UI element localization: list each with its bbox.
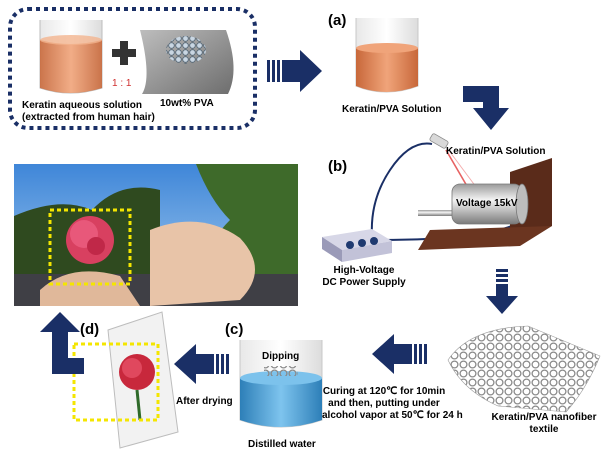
- keratin-label-line2: (extracted from human hair): [22, 112, 130, 124]
- textile-label: Keratin/PVA nanofiber textile: [486, 412, 602, 436]
- plus-icon: [112, 41, 136, 65]
- flow-arrow-2: [463, 86, 509, 130]
- voltage-label: Voltage 15kV: [456, 198, 518, 209]
- flow-arrow-1: [267, 50, 322, 92]
- water-label: Distilled water: [248, 439, 316, 450]
- power-supply-label: High-Voltage DC Power Supply: [316, 265, 412, 289]
- curing-label-line1: Curing at 120℃ for 10min: [322, 386, 446, 398]
- flow-arrow-5: [174, 344, 229, 384]
- nanofiber-textile-icon: [448, 326, 600, 412]
- flow-arrow-3: [486, 269, 518, 314]
- curing-label: Curing at 120℃ for 10min and then, putti…: [322, 386, 446, 422]
- panel-label-d: (d): [80, 321, 99, 338]
- pva-label: 10wt% PVA: [160, 98, 214, 109]
- power-supply-icon: [322, 229, 392, 262]
- wire: [372, 144, 432, 236]
- panel-label-a: (a): [328, 12, 346, 29]
- curing-label-line3: alcohol vapor at 50℃ for 24 h: [322, 410, 446, 422]
- drying-label: After drying: [176, 396, 233, 407]
- power-supply-line2: DC Power Supply: [316, 277, 412, 289]
- dipping-label: Dipping: [262, 351, 299, 362]
- rose-photo: [14, 164, 298, 306]
- textile-label-line1: Keratin/PVA nanofiber: [486, 412, 602, 424]
- panel-label-c: (c): [225, 321, 243, 338]
- mixture-label: Keratin/PVA Solution: [342, 104, 441, 115]
- pva-sheet-icon: [140, 30, 234, 94]
- syringe-label: Keratin/PVA Solution: [446, 146, 545, 157]
- keratin-label: Keratin aqueous solution (extracted from…: [22, 100, 130, 124]
- keratin-beaker-icon: [40, 20, 102, 93]
- mixture-beaker-icon: [356, 18, 418, 92]
- keratin-label-line1: Keratin aqueous solution: [22, 100, 130, 112]
- flow-arrow-4: [372, 334, 427, 374]
- ratio-label: 1 : 1: [112, 78, 131, 89]
- curing-label-line2: and then, putting under: [322, 398, 446, 410]
- power-supply-line1: High-Voltage: [316, 265, 412, 277]
- textile-label-line2: textile: [486, 424, 602, 436]
- panel-label-b: (b): [328, 158, 347, 175]
